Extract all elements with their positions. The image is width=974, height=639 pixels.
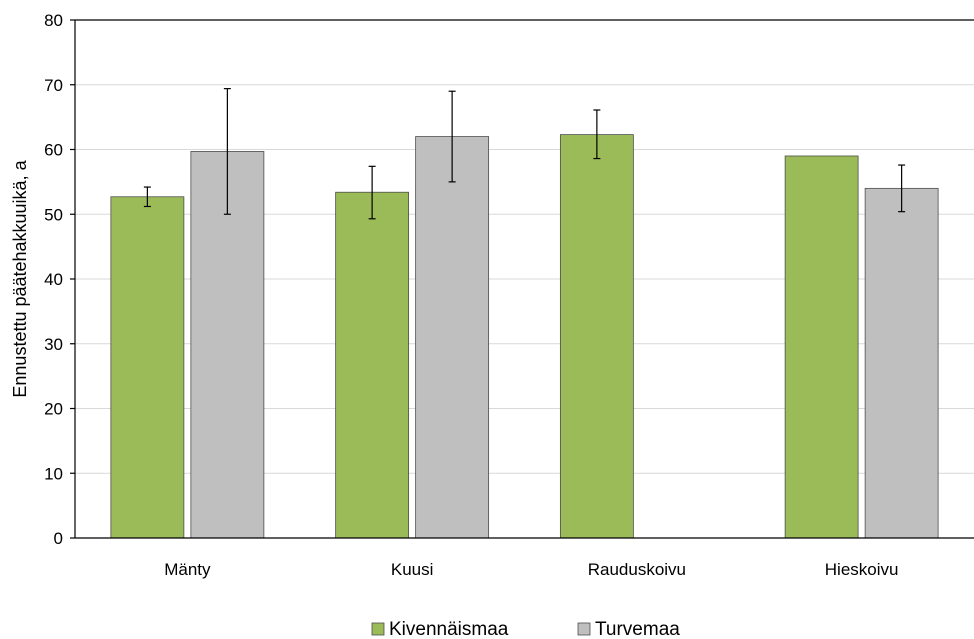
- y-tick-label: 70: [44, 76, 63, 95]
- y-tick-label: 80: [44, 11, 63, 30]
- error-bar: [368, 165, 376, 220]
- error-bar: [593, 109, 601, 160]
- legend-swatch: [577, 622, 591, 636]
- y-tick-label: 50: [44, 205, 63, 224]
- x-tick-label: Mänty: [164, 560, 211, 579]
- bar-turvemaa-hieskoivu: [864, 187, 939, 539]
- x-tick-label: Rauduskoivu: [588, 560, 686, 579]
- bar-kivennäismaa-rauduskoivu: [559, 134, 634, 539]
- bar-kivennäismaa-hieskoivu: [784, 155, 859, 539]
- y-tick-label: 10: [44, 464, 63, 483]
- error-bars: [143, 88, 906, 220]
- bar-turvemaa-mänty: [190, 151, 265, 539]
- error-bar: [898, 164, 906, 213]
- bar-kivennäismaa-mänty: [110, 196, 185, 539]
- bars: [110, 134, 939, 539]
- y-tick-labels: 0 10 20 30 40 50 60 70 80: [44, 11, 63, 548]
- x-tick-labels: Mänty Kuusi Rauduskoivu Hieskoivu: [164, 560, 898, 579]
- axes: [70, 19, 974, 539]
- bar-turvemaa-kuusi: [415, 136, 490, 539]
- legend-label: Kivennäismaa: [389, 619, 509, 639]
- error-bar: [143, 186, 151, 208]
- legend-swatch: [371, 622, 385, 636]
- error-bar: [223, 88, 231, 215]
- y-axis-title: Ennustettu päätehakkuuikä, a: [10, 159, 30, 397]
- y-tick-label: 20: [44, 400, 63, 419]
- x-tick-label: Kuusi: [391, 560, 434, 579]
- error-bar: [448, 90, 456, 183]
- legend-item-turvemaa: Turvemaa: [577, 619, 680, 639]
- y-tick-label: 30: [44, 335, 63, 354]
- legend-label: Turvemaa: [595, 619, 680, 639]
- y-tick-label: 0: [54, 529, 63, 548]
- x-tick-label: Hieskoivu: [825, 560, 899, 579]
- legend: Kivennäismaa Turvemaa: [371, 619, 680, 639]
- y-tick-label: 40: [44, 270, 63, 289]
- legend-item-kivennäismaa: Kivennäismaa: [371, 619, 509, 639]
- bar-kivennäismaa-kuusi: [335, 191, 410, 539]
- y-tick-label: 60: [44, 141, 63, 160]
